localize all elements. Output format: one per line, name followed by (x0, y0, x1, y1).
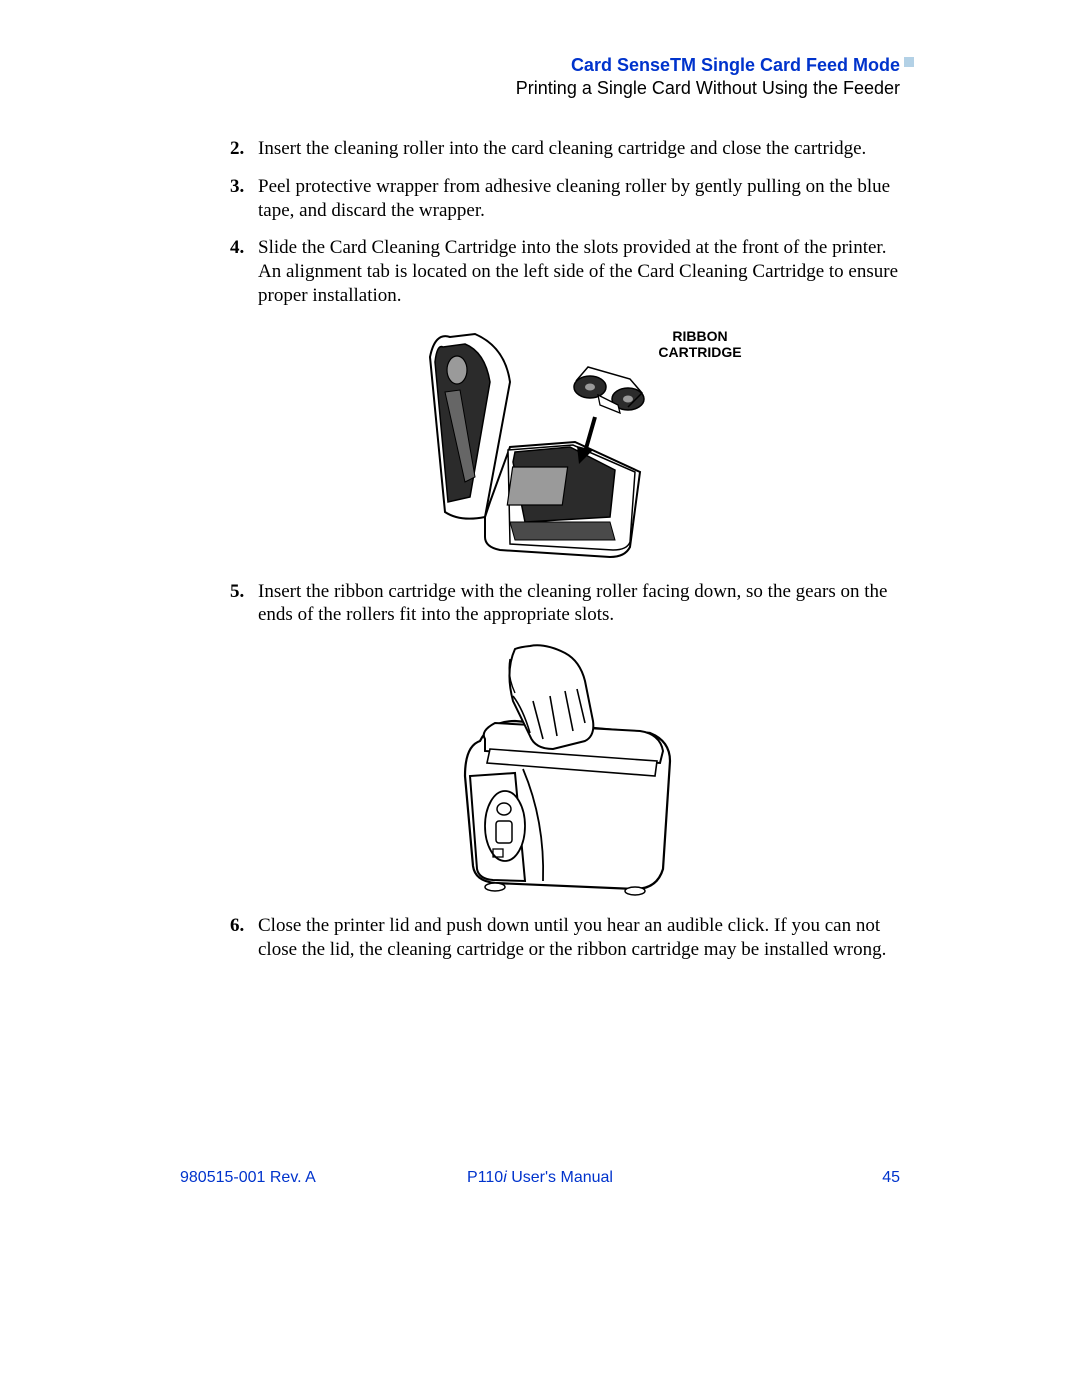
step-item: 6. Close the printer lid and push down u… (230, 914, 900, 962)
page-header: Card SenseTM Single Card Feed Mode Print… (230, 55, 900, 99)
footer-title-suffix: User's Manual (507, 1169, 613, 1186)
step-number: 6. (230, 914, 254, 962)
step-number: 5. (230, 580, 254, 628)
figure-label-line: RIBBON (672, 328, 727, 344)
instruction-list: 6. Close the printer lid and push down u… (230, 914, 900, 962)
step-item: 4. Slide the Card Cleaning Cartridge int… (230, 236, 900, 307)
footer-doc-rev: 980515-001 Rev. A (180, 1169, 316, 1187)
footer-page-number: 45 (882, 1169, 900, 1187)
figure-label: RIBBON CARTRIDGE (645, 328, 755, 360)
step-item: 2. Insert the cleaning roller into the c… (230, 137, 900, 161)
step-number: 4. (230, 236, 254, 307)
figure-label-line: CARTRIDGE (658, 344, 741, 360)
printer-open-diagram-icon: RIBBON CARTRIDGE (415, 322, 715, 562)
section-title: Card SenseTM Single Card Feed Mode (571, 55, 900, 76)
section-subtitle: Printing a Single Card Without Using the… (230, 78, 900, 99)
step-item: 3. Peel protective wrapper from adhesive… (230, 175, 900, 223)
manual-page: Card SenseTM Single Card Feed Mode Print… (0, 0, 1080, 1397)
instruction-list: 2. Insert the cleaning roller into the c… (230, 137, 900, 308)
step-text: Close the printer lid and push down unti… (258, 914, 900, 962)
step-number: 2. (230, 137, 254, 161)
step-text: Slide the Card Cleaning Cartridge into t… (258, 236, 900, 307)
figure-close-lid (230, 641, 900, 896)
header-decoration-box (904, 57, 914, 67)
footer-manual-title: P110i User's Manual (467, 1169, 613, 1187)
page-footer: 980515-001 Rev. A P110i User's Manual 45 (180, 1169, 900, 1187)
step-number: 3. (230, 175, 254, 223)
step-text: Peel protective wrapper from adhesive cl… (258, 175, 900, 223)
instruction-list: 5. Insert the ribbon cartridge with the … (230, 580, 900, 628)
footer-title-prefix: P110 (467, 1169, 503, 1186)
printer-close-lid-diagram-icon (435, 641, 695, 896)
step-item: 5. Insert the ribbon cartridge with the … (230, 580, 900, 628)
step-text: Insert the cleaning roller into the card… (258, 137, 900, 161)
figure-ribbon-cartridge-install: RIBBON CARTRIDGE (230, 322, 900, 562)
step-text: Insert the ribbon cartridge with the cle… (258, 580, 900, 628)
